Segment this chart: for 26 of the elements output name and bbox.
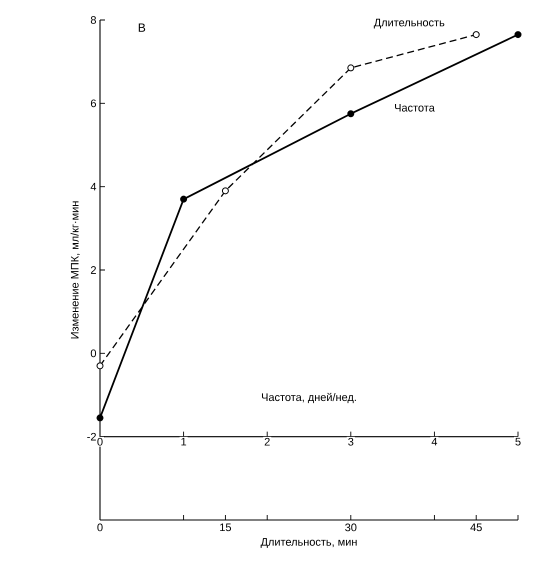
y-axis-title: Изменение МПК, мл/кг·мин bbox=[70, 201, 80, 338]
x-tick-label: 0 bbox=[97, 438, 103, 446]
x2-tick-label: 45 bbox=[470, 524, 482, 532]
annotation: В bbox=[138, 24, 146, 32]
series-label: Частота bbox=[395, 104, 435, 112]
series-label: Длительность bbox=[374, 18, 444, 28]
x-axis-title: Частота, дней/нед. bbox=[262, 392, 356, 404]
y-tick-label: 6 bbox=[90, 99, 96, 108]
x-tick-label: 5 bbox=[515, 438, 521, 446]
x2-tick-label: 15 bbox=[220, 524, 232, 532]
point bbox=[514, 31, 522, 38]
y-tick-label: 2 bbox=[90, 266, 96, 274]
point bbox=[96, 414, 104, 422]
x-tick-label: 4 bbox=[432, 438, 438, 446]
point bbox=[180, 196, 188, 203]
y-tick-label: -2 bbox=[87, 432, 96, 440]
x-tick-label: 3 bbox=[348, 438, 354, 446]
x-tick-label: 1 bbox=[181, 438, 186, 446]
x2-tick-label: 30 bbox=[345, 524, 356, 532]
x-tick-label: 2 bbox=[264, 438, 270, 446]
x2-tick-label: 0 bbox=[97, 524, 103, 532]
y-tick-label: 8 bbox=[90, 16, 96, 24]
x2-axis-title: Длительность, мин bbox=[260, 538, 357, 548]
y-tick-label: 4 bbox=[90, 182, 96, 190]
y-tick-label: 0 bbox=[90, 349, 96, 358]
point bbox=[347, 110, 354, 118]
